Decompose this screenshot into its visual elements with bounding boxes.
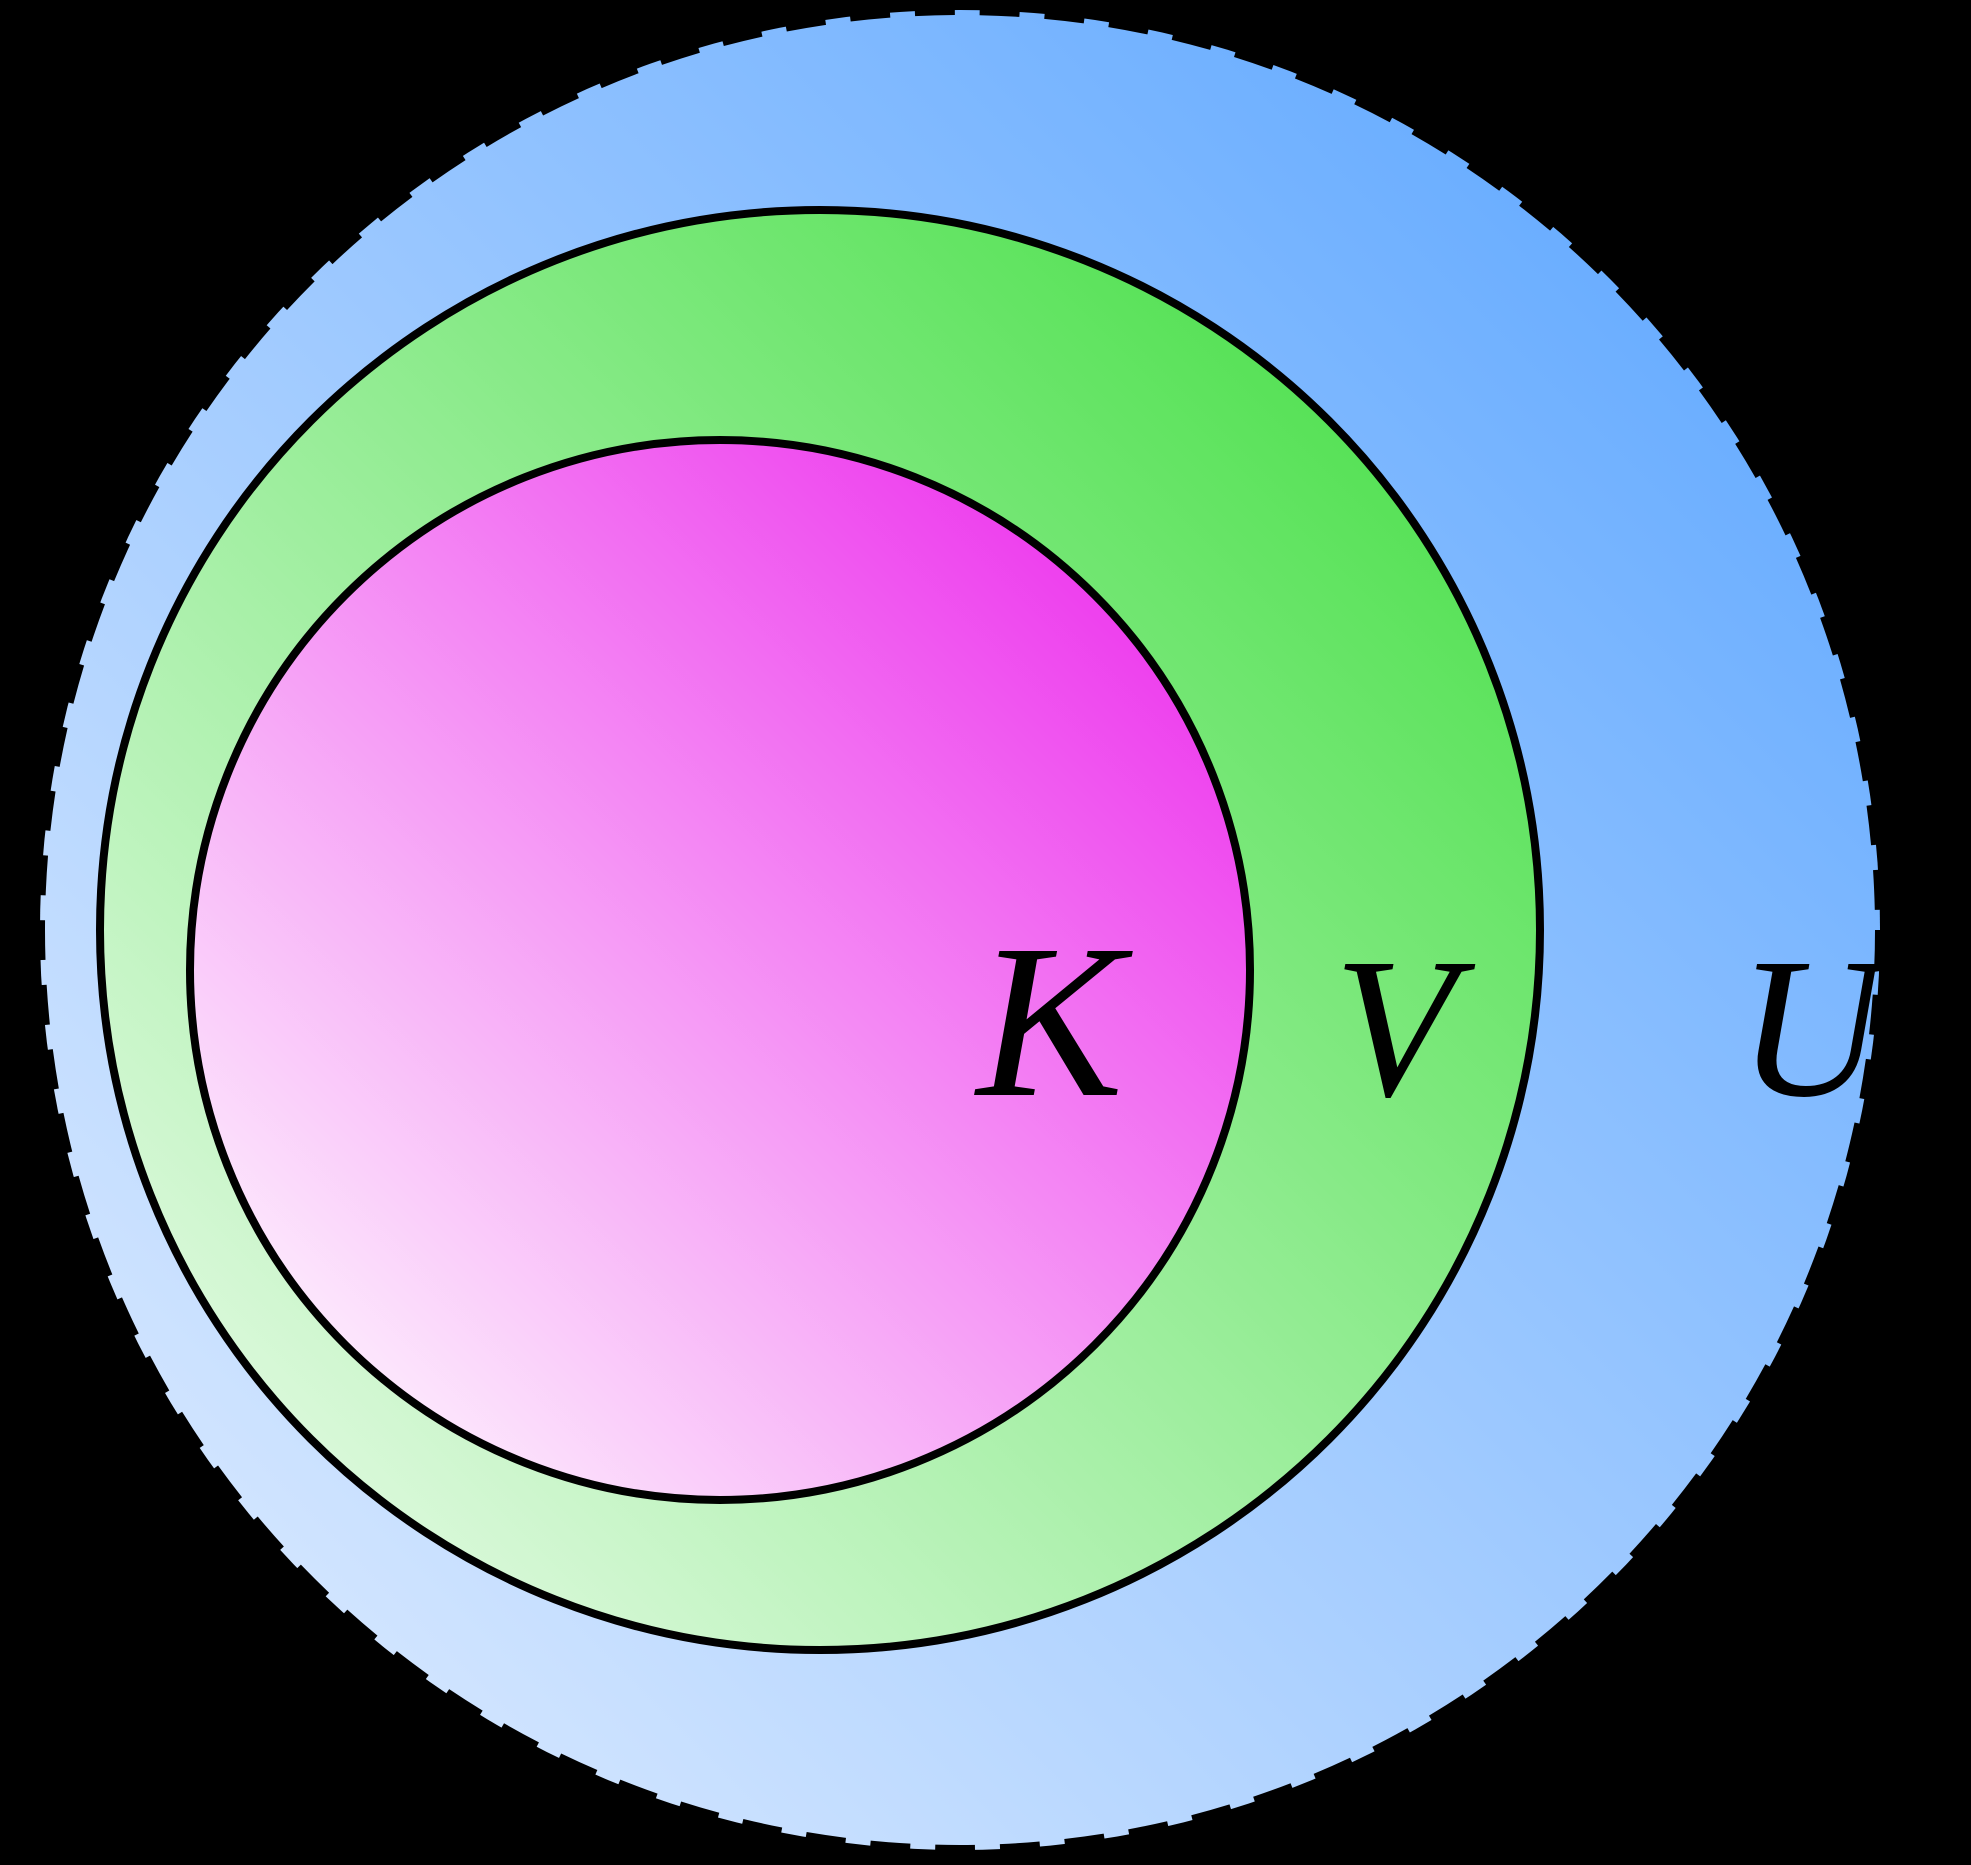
label-inner: K (974, 899, 1134, 1143)
label-middle: V (1334, 918, 1476, 1139)
diagram-svg: U VK (0, 0, 1971, 1865)
label-outer: U (1738, 918, 1894, 1139)
nested-circles-diagram: U VK (0, 0, 1971, 1865)
